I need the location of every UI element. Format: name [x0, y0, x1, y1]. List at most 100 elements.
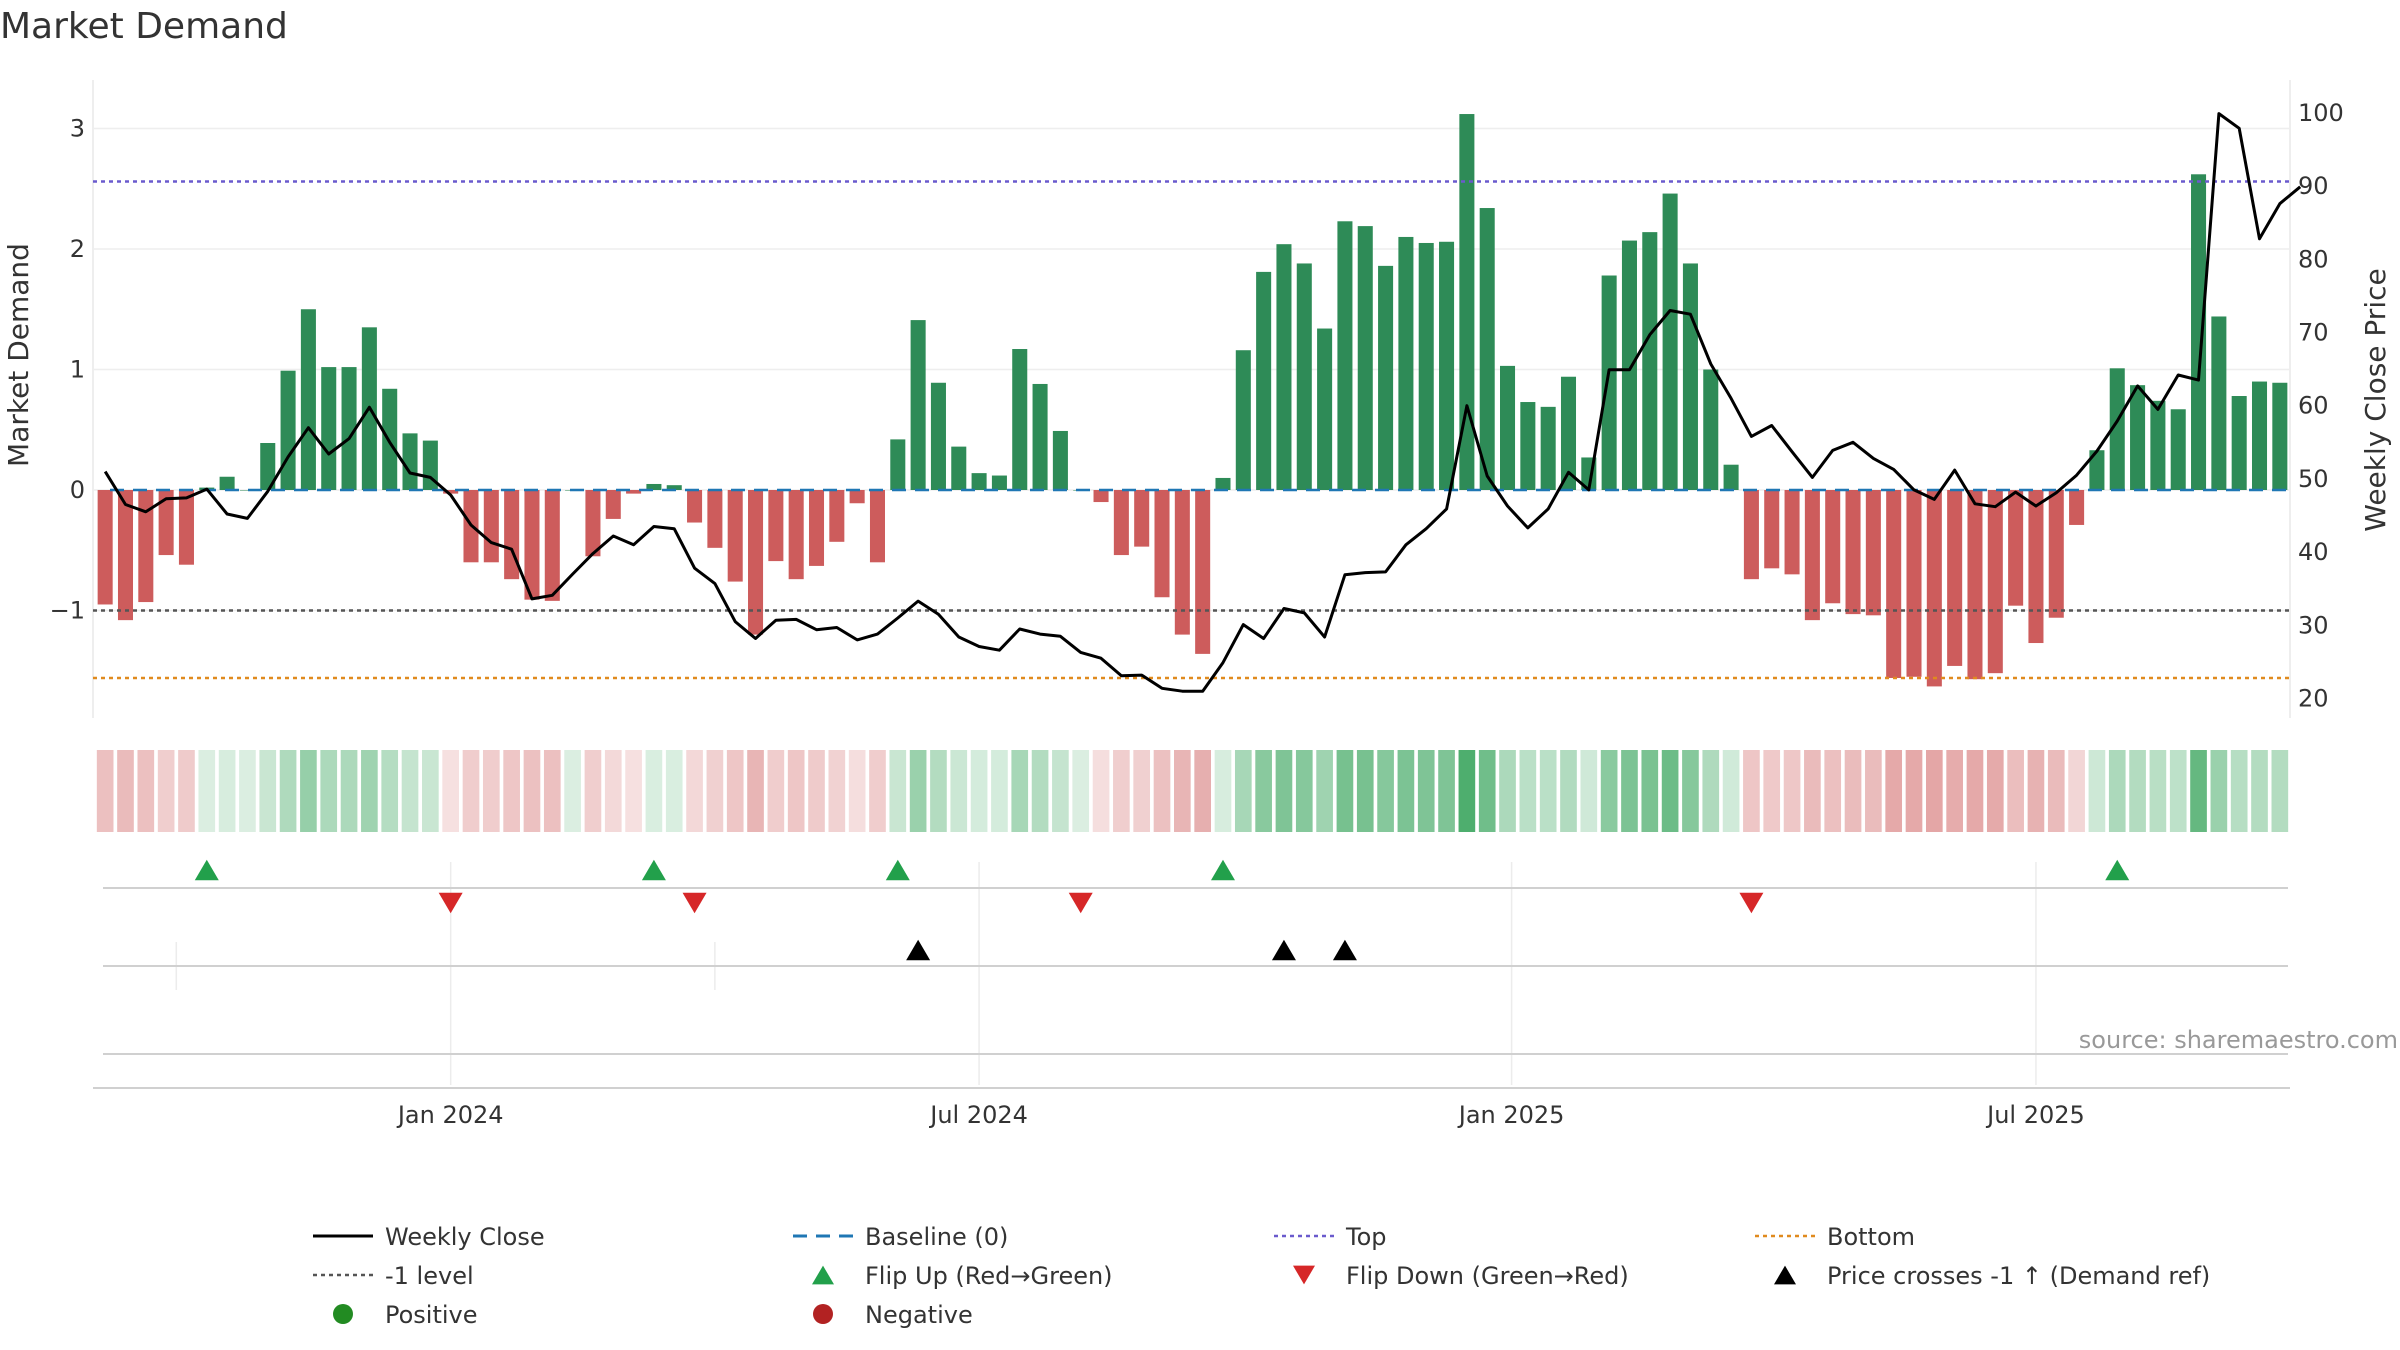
- heat-cell: [1316, 750, 1333, 832]
- heat-cell: [726, 750, 744, 832]
- demand-bar: [1398, 236, 1414, 490]
- heat-cell: [909, 750, 927, 832]
- demand-bar: [1113, 490, 1129, 556]
- demand-bar: [666, 485, 682, 490]
- legend-label: Flip Down (Green→Red): [1346, 1262, 1629, 1290]
- y2-axis-label: Weekly Close Price: [2359, 268, 2392, 531]
- heat-cell: [1966, 750, 1984, 832]
- legend-swatch: [812, 1265, 834, 1285]
- y-axis-label: Market Demand: [2, 243, 35, 467]
- heat-cell: [1539, 750, 1557, 832]
- legend-label: Positive: [385, 1301, 478, 1329]
- heat-cell: [543, 750, 561, 832]
- demand-bar: [788, 490, 804, 580]
- demand-bar: [646, 483, 662, 490]
- heat-cell: [279, 750, 297, 832]
- heat-cell: [1174, 750, 1191, 832]
- demand-bar: [1601, 275, 1617, 490]
- demand-bar: [585, 490, 601, 557]
- legend-label: Negative: [865, 1301, 973, 1329]
- demand-bar: [138, 490, 154, 603]
- heat-cell: [218, 750, 236, 832]
- demand-bar: [687, 490, 703, 523]
- heat-cell: [2007, 750, 2024, 832]
- heat-cell: [482, 750, 500, 832]
- heat-cell: [442, 750, 460, 832]
- legend-swatch: [1774, 1265, 1796, 1285]
- heat-cell: [2088, 750, 2106, 832]
- demand-bar: [2130, 385, 2146, 490]
- demand-bar: [971, 473, 987, 490]
- heat-cell: [1702, 750, 1720, 832]
- demand-bar: [1804, 490, 1820, 621]
- demand-bar: [2008, 490, 2024, 606]
- demand-bar: [869, 490, 885, 563]
- demand-bar: [1947, 490, 1963, 666]
- heat-cell: [1113, 750, 1130, 832]
- demand-bar: [1276, 244, 1292, 490]
- heat-cell: [462, 750, 480, 832]
- demand-bar: [1357, 226, 1373, 491]
- heat-cell: [1377, 750, 1394, 832]
- heat-cell: [1194, 750, 1211, 832]
- heat-cell: [300, 750, 317, 832]
- flip-down-marker: [682, 892, 707, 914]
- demand-bar: [768, 490, 784, 562]
- demand-bar: [1215, 477, 1231, 490]
- heat-cell: [137, 750, 155, 832]
- demand-bar: [748, 490, 764, 635]
- demand-bar: [1154, 490, 1170, 598]
- heat-cell: [930, 750, 947, 832]
- y-tick-label: 2: [70, 235, 85, 263]
- heat-cell: [1031, 750, 1049, 832]
- heat-cell: [991, 750, 1008, 832]
- heat-cell: [2108, 750, 2126, 832]
- demand-bar: [117, 490, 134, 621]
- demand-bar: [2048, 490, 2064, 618]
- demand-bar: [239, 490, 255, 491]
- demand-bar: [1886, 490, 1902, 678]
- demand-bar: [1906, 490, 1922, 677]
- heat-cell: [401, 750, 419, 832]
- x-tick-label: Jan 2024: [396, 1101, 504, 1129]
- heat-cell: [2169, 750, 2187, 832]
- y2-tick-label: 100: [2298, 99, 2344, 127]
- heat-cell: [1560, 750, 1577, 832]
- heat-cell: [1336, 750, 1354, 832]
- heat-cell: [625, 750, 642, 832]
- demand-bar: [1540, 406, 1556, 490]
- heat-cell: [259, 750, 277, 832]
- demand-bar: [2211, 316, 2227, 490]
- demand-bar: [890, 439, 906, 490]
- heat-cell: [1621, 750, 1638, 832]
- legend-label: Price crosses -1 ↑ (Demand ref): [1827, 1262, 2210, 1290]
- demand-bar: [1093, 490, 1109, 503]
- heat-cell: [1153, 750, 1171, 832]
- heat-cell: [1499, 750, 1516, 832]
- y-tick-label: 0: [70, 476, 85, 504]
- heat-cell: [361, 750, 378, 832]
- heat-cell: [1072, 750, 1090, 832]
- heat-cell: [1092, 750, 1110, 832]
- heat-cell: [1458, 750, 1476, 832]
- demand-bar: [1134, 490, 1150, 547]
- flip-up-marker: [1210, 859, 1235, 881]
- legend-swatch: [813, 1304, 833, 1324]
- heat-cell: [2271, 750, 2289, 832]
- demand-bar: [1987, 490, 2003, 674]
- demand-bar: [178, 490, 194, 565]
- heat-cell: [381, 750, 399, 832]
- demand-bar: [1195, 490, 1211, 654]
- demand-bar: [1052, 430, 1068, 490]
- price-cross-marker: [906, 939, 931, 961]
- demand-bar: [1662, 193, 1678, 490]
- heat-cell: [1885, 750, 1903, 832]
- heat-cell: [564, 750, 581, 832]
- heat-cell: [1255, 750, 1272, 832]
- heat-cell: [808, 750, 825, 832]
- legend-label: Weekly Close: [385, 1223, 545, 1251]
- demand-bar: [1865, 490, 1881, 616]
- demand-bar: [1825, 490, 1841, 604]
- demand-bar: [1642, 232, 1658, 490]
- heat-cell: [2027, 750, 2045, 832]
